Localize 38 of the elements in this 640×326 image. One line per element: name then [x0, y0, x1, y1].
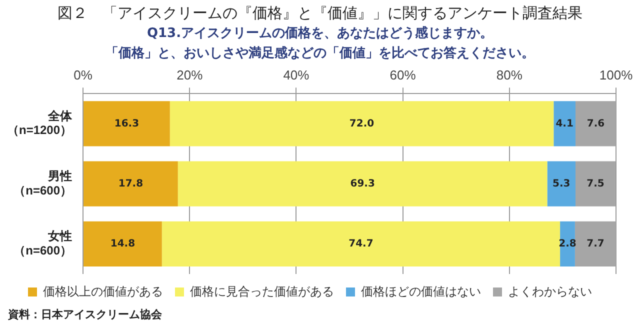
x-tick-label: 100%	[599, 67, 634, 82]
bar	[162, 221, 560, 266]
text: 4.1	[556, 118, 574, 130]
x-tick-label: 0%	[74, 67, 93, 82]
bar	[84, 221, 162, 266]
text: 資料：日本アイスクリーム協会	[8, 308, 163, 322]
text: 7.5	[586, 178, 604, 190]
text: 74.7	[348, 238, 374, 250]
legend-label: 価格ほどの価値はない	[361, 284, 481, 298]
chart-subtitle: Q13.アイスクリームの価格を、あなたはどう感じますか。「価格」と、おいしさや満足感などの「価値」を比べてお答えください。	[104, 25, 536, 63]
y-tick-label: 全体（n=1200）	[6, 108, 74, 138]
bar	[170, 101, 554, 146]
legend-label: 価格以上の価値がある	[43, 284, 163, 298]
y-tick-label: 女性（n=600）	[14, 229, 72, 258]
text: 14.8	[110, 238, 136, 250]
bar	[84, 101, 170, 146]
text: 7.6	[586, 118, 605, 130]
text: 17.8	[118, 178, 144, 190]
y-tick-label: 男性（n=600）	[14, 168, 72, 198]
bar	[84, 161, 178, 206]
x-tick-label: 40%	[283, 67, 310, 82]
text: 7.7	[586, 238, 604, 250]
chart-title: 図２ 「アイスクリームの『価格』と『価値』」に関するアンケート調査結果	[56, 3, 584, 24]
x-tick-label: 20%	[176, 67, 204, 82]
text: 69.3	[350, 178, 375, 190]
x-tick-label: 60%	[390, 67, 416, 82]
bar	[178, 161, 548, 206]
bar	[575, 101, 616, 146]
bar	[554, 101, 576, 146]
bar	[574, 221, 616, 266]
bar	[547, 161, 576, 206]
x-tick-label: 80%	[496, 67, 523, 82]
text: 72.0	[349, 118, 374, 130]
text: 16.3	[114, 118, 140, 130]
text: 5.3	[552, 178, 570, 190]
legend-label: よくわからない	[508, 284, 592, 298]
bar	[575, 161, 616, 206]
legend-label: 価格に見合った価値がある	[190, 284, 334, 298]
